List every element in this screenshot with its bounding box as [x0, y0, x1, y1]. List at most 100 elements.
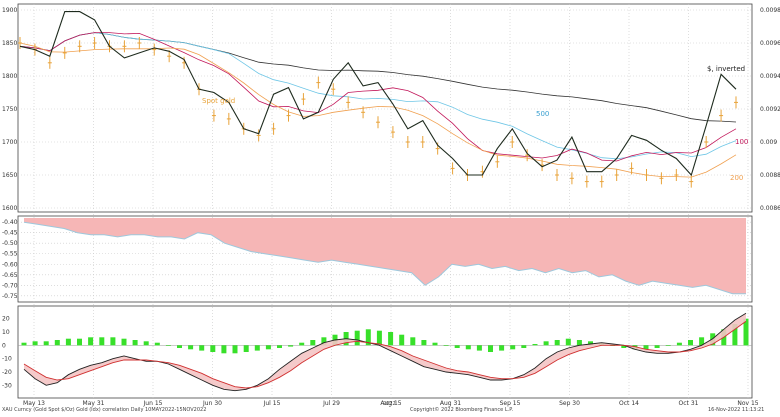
osc-axis-tick: 20	[2, 316, 10, 323]
histogram-bar	[699, 337, 705, 346]
histogram-bar	[443, 345, 449, 346]
right-axis-tick: 0.0094	[760, 73, 780, 80]
osc-axis-tick: 10	[2, 329, 10, 336]
histogram-bar	[88, 337, 94, 346]
main-frame	[17, 3, 753, 213]
histogram-bar	[265, 345, 271, 350]
label-spot-gold: Spot gold	[202, 97, 235, 105]
histogram-bar	[199, 345, 205, 351]
corr-axis-tick: -0.55	[2, 251, 18, 258]
histogram-bar	[354, 330, 360, 346]
right-axis-tick: 0.0092	[760, 106, 780, 113]
corr-axis-tick: -0.50	[2, 240, 18, 247]
corr-axis-tick: -0.75	[2, 293, 18, 300]
histogram-bar	[232, 345, 238, 354]
osc-axis-tick: -30	[2, 382, 12, 389]
oscillator-line-a	[23, 312, 747, 392]
histogram-bar	[99, 337, 105, 346]
histogram-bar	[732, 324, 738, 346]
histogram-bar	[43, 341, 49, 346]
histogram-bar	[299, 342, 305, 346]
histogram-bar	[510, 345, 516, 350]
histogram-bar	[143, 341, 149, 346]
histogram-bar	[376, 330, 382, 346]
label-yen-inverted: $, inverted	[707, 65, 745, 73]
histogram-bar	[243, 345, 249, 352]
histogram-bar	[65, 338, 71, 346]
histogram-bar	[654, 345, 660, 348]
yen-inverted-line	[19, 11, 737, 177]
histogram-bar	[154, 342, 160, 346]
histogram-bar	[532, 344, 538, 346]
right-axis-tick: 0.0086	[760, 205, 780, 212]
correlation-line	[23, 221, 746, 295]
oscillator-panel	[21, 312, 749, 392]
left-axis-tick: 1850	[2, 40, 17, 47]
histogram-bar	[221, 345, 227, 354]
histogram-bar	[388, 332, 394, 346]
histogram-bar	[521, 345, 527, 348]
left-axis-tick: 1800	[2, 73, 17, 80]
osc-frame	[17, 305, 753, 399]
right-axis-tick: 0.0098	[760, 7, 780, 14]
histogram-bar	[743, 318, 749, 346]
histogram-bar	[554, 340, 560, 346]
histogram-bar	[321, 337, 327, 346]
right-axis-tick: 0.009	[760, 139, 777, 146]
left-axis-tick: 1900	[2, 7, 17, 14]
label-ma-200: 200	[730, 174, 743, 182]
right-axis-tick: 0.0088	[760, 172, 780, 179]
histogram-bar	[110, 337, 116, 346]
oscillator-line-b	[23, 320, 747, 389]
x-tick-label: Jul 15	[263, 400, 281, 407]
left-axis-tick: 1650	[2, 172, 17, 179]
x-tick-label: May 31	[83, 400, 105, 407]
histogram-bar	[576, 340, 582, 346]
histogram-bar	[543, 341, 549, 346]
histogram-bar	[77, 338, 82, 346]
histogram-bar	[499, 345, 505, 351]
x-tick-label: Oct 31	[679, 400, 699, 407]
histogram-bar	[421, 340, 427, 346]
histogram-bar	[643, 345, 649, 350]
histogram-bar	[277, 345, 282, 348]
corr-axis-tick: -0.70	[2, 282, 18, 289]
footer-year: 2022	[383, 401, 396, 407]
histogram-bar	[188, 345, 194, 350]
long-ma-line	[19, 32, 737, 123]
histogram-bar	[476, 345, 482, 351]
histogram-bar	[32, 341, 38, 346]
osc-axis-tick: -20	[2, 369, 12, 376]
histogram-bar	[21, 342, 27, 346]
histogram-bar	[288, 345, 294, 347]
histogram-bar	[454, 345, 460, 348]
x-tick-label: Nov 15	[737, 400, 758, 407]
histogram-bar	[310, 340, 316, 346]
corr-axis-tick: -0.40	[2, 219, 18, 226]
corr-axis-tick: -0.60	[2, 261, 18, 268]
grid-lines	[18, 4, 752, 398]
x-tick-label: Oct 14	[619, 400, 639, 407]
histogram-bar	[121, 338, 127, 346]
x-tick-label: Jun 15	[143, 400, 163, 407]
histogram-bar	[254, 345, 260, 351]
x-tick-label: Aug 15	[380, 400, 401, 407]
corr-frame	[17, 215, 753, 303]
oscillator-band	[24, 313, 746, 391]
footer-left: XAU Curncy (Gold Spot $/Oz) Gold (Idx) c…	[2, 407, 206, 413]
histogram-bar	[665, 345, 671, 346]
osc-axis-tick: 0	[2, 342, 6, 349]
histogram-bar	[565, 338, 571, 346]
x-tick-label: Jun 30	[202, 400, 222, 407]
histogram-bar	[165, 345, 171, 346]
left-axis-tick: 1750	[2, 106, 17, 113]
left-axis-tick: 1700	[2, 139, 17, 146]
histogram-bar	[688, 340, 693, 346]
x-tick-label: Aug 31	[440, 400, 461, 407]
x-tick-label: Sep 15	[500, 400, 521, 407]
footer-timestamp: 16-Nov-2022 11:13:21	[708, 407, 764, 413]
correlation-panel	[23, 218, 746, 295]
correlation-area	[24, 218, 746, 294]
panel-frames	[17, 3, 753, 399]
